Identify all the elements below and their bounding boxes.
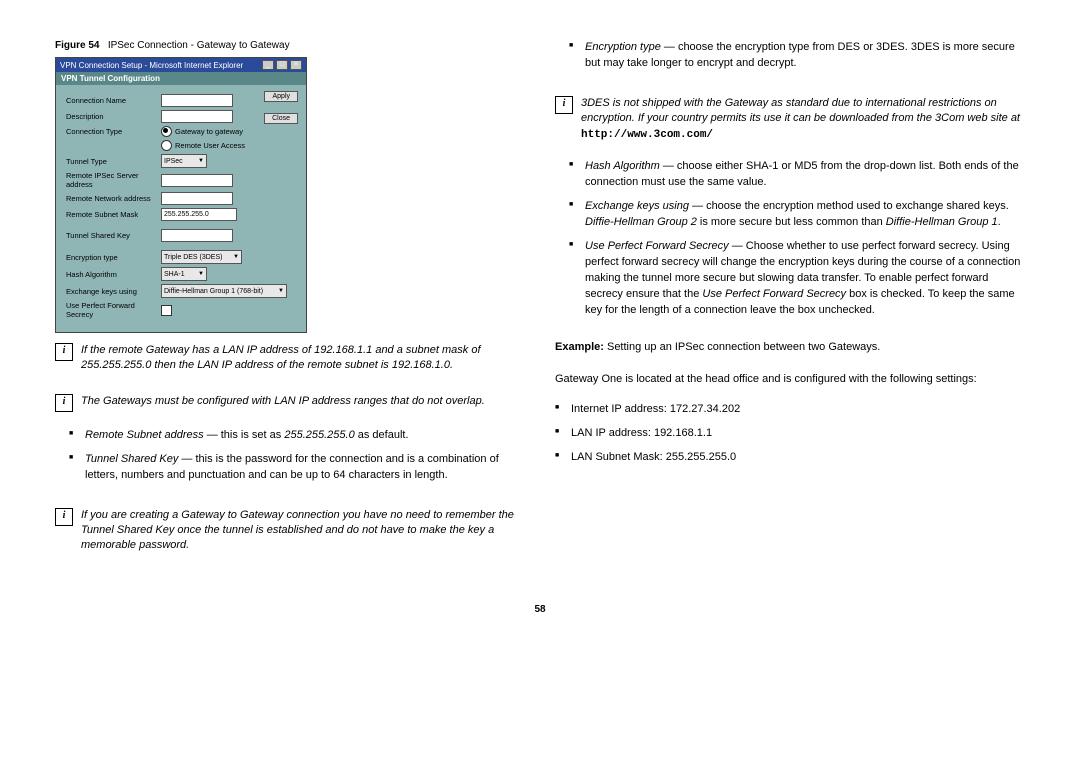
enc-type-select[interactable]: Triple DES (3DES) [161, 250, 242, 264]
label-remote-net: Remote Network address [66, 194, 161, 203]
info-icon: i [555, 96, 573, 114]
label-remote-ipsec: Remote IPSec Server address [66, 171, 161, 189]
screenshot-window: VPN Connection Setup - Microsoft Interne… [55, 57, 307, 333]
label-connection-type: Connection Type [66, 127, 161, 136]
close-button[interactable]: Close [264, 113, 298, 124]
remote-mask-input[interactable]: 255.255.255.0 [161, 208, 237, 221]
setting-internet-ip: Internet IP address: 172.27.34.202 [571, 402, 1025, 418]
figure-title: IPSec Connection - Gateway to Gateway [108, 40, 290, 51]
remote-net-input[interactable] [161, 192, 233, 205]
description-input[interactable] [161, 110, 233, 123]
apply-button[interactable]: Apply [264, 91, 298, 102]
bullet-remote-subnet: Remote Subnet address — this is set as 2… [85, 428, 525, 444]
settings-list: Internet IP address: 172.27.34.202 LAN I… [555, 402, 1025, 474]
info-icon: i [55, 394, 73, 412]
label-tunnel-key: Tunnel Shared Key [66, 231, 161, 240]
label-connection-name: Connection Name [66, 96, 161, 105]
note-1: i If the remote Gateway has a LAN IP add… [55, 343, 525, 374]
note-2: i The Gateways must be configured with L… [55, 394, 525, 412]
setting-lan-ip: LAN IP address: 192.168.1.1 [571, 426, 1025, 442]
remote-ipsec-input[interactable] [161, 174, 233, 187]
exchange-select[interactable]: Diffie-Hellman Group 1 (768-bit) [161, 284, 287, 298]
label-enc-type: Encryption type [66, 253, 161, 262]
setting-lan-mask: LAN Subnet Mask: 255.255.255.0 [571, 450, 1025, 466]
bullet-encryption-type: Encryption type — choose the encryption … [585, 40, 1025, 72]
note2-text: The Gateways must be configured with LAN… [81, 394, 525, 409]
label-description: Description [66, 112, 161, 121]
figure-caption: Figure 54 IPSec Connection - Gateway to … [55, 40, 525, 51]
radio1-label: Gateway to gateway [175, 127, 243, 136]
window-title: VPN Connection Setup - Microsoft Interne… [60, 61, 243, 70]
radio2-label: Remote User Access [175, 141, 245, 150]
radio-gateway[interactable] [161, 126, 172, 137]
panel-title: VPN Tunnel Configuration [56, 72, 306, 85]
label-pfs: Use Perfect Forward Secrecy [66, 301, 161, 319]
note-3des: i 3DES is not shipped with the Gateway a… [555, 96, 1025, 143]
label-remote-mask: Remote Subnet Mask [66, 210, 161, 219]
page-number: 58 [0, 604, 1080, 615]
info-icon: i [55, 508, 73, 526]
right-bullets-mid: Hash Algorithm — choose either SHA-1 or … [555, 159, 1025, 326]
bullet-pfs: Use Perfect Forward Secrecy — Choose whe… [585, 239, 1025, 319]
example-label: Example: [555, 341, 604, 353]
label-exchange: Exchange keys using [66, 287, 161, 296]
left-bullets: Remote Subnet address — this is set as 2… [55, 428, 525, 492]
bullet-tunnel-key: Tunnel Shared Key — this is the password… [85, 452, 525, 484]
window-buttons: _□× [262, 60, 302, 70]
url-3com: http://www.3com.com/ [581, 129, 713, 141]
bullet-hash: Hash Algorithm — choose either SHA-1 or … [585, 159, 1025, 191]
example-para: Example: Setting up an IPSec connection … [555, 340, 1025, 356]
max-btn[interactable]: □ [276, 60, 288, 70]
note-3: i If you are creating a Gateway to Gatew… [55, 508, 525, 554]
screenshot-body: Apply Close Connection Name Description … [56, 85, 306, 332]
radio-remote[interactable] [161, 140, 172, 151]
note1-text: If the remote Gateway has a LAN IP addre… [81, 343, 525, 374]
pfs-checkbox[interactable] [161, 305, 172, 316]
label-tunnel-type: Tunnel Type [66, 157, 161, 166]
tunnel-type-select[interactable]: IPSec [161, 154, 207, 168]
screenshot-titlebar: VPN Connection Setup - Microsoft Interne… [56, 58, 306, 72]
tunnel-key-input[interactable] [161, 229, 233, 242]
min-btn[interactable]: _ [262, 60, 274, 70]
right-bullets-top: Encryption type — choose the encryption … [555, 40, 1025, 80]
connection-name-input[interactable] [161, 94, 233, 107]
gateway-one-para: Gateway One is located at the head offic… [555, 372, 1025, 388]
note-3des-text: 3DES is not shipped with the Gateway as … [581, 96, 1025, 143]
label-hash: Hash Algorithm [66, 270, 161, 279]
bullet-exchange: Exchange keys using — choose the encrypt… [585, 199, 1025, 231]
hash-select[interactable]: SHA-1 [161, 267, 207, 281]
figure-label: Figure 54 [55, 40, 99, 51]
info-icon: i [55, 343, 73, 361]
close-btn[interactable]: × [290, 60, 302, 70]
note3-text: If you are creating a Gateway to Gateway… [81, 508, 525, 554]
